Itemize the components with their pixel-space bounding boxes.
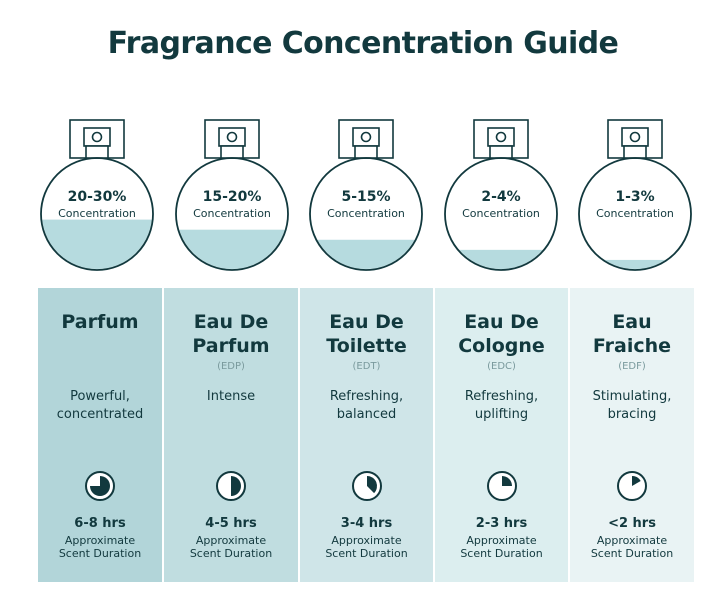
- scent-duration-label: Approximate Scent Duration: [58, 534, 142, 560]
- scent-duration-label: Approximate Scent Duration: [590, 534, 674, 560]
- type-name: Eau De Parfum: [192, 311, 270, 357]
- bottle-concentration-label: Concentration: [327, 207, 405, 220]
- type-description: Intense: [206, 389, 256, 404]
- bottle-cap-dot: [629, 131, 641, 143]
- clock-elapsed-wedge: [632, 476, 641, 486]
- scent-duration-hours: 4-5 hrs: [205, 516, 257, 531]
- bottle-concentration-label: Concentration: [193, 207, 271, 220]
- bottle-cap-dot: [495, 131, 507, 143]
- clock-elapsed-wedge: [366, 476, 377, 494]
- type-name: Eau De Cologne: [458, 311, 545, 357]
- scent-duration-hours: 6-8 hrs: [74, 516, 126, 531]
- bottle-concentration-label: Concentration: [462, 207, 540, 220]
- column-edt: Eau De Toilette (EDT) Refreshing, balanced…: [300, 288, 433, 582]
- scent-duration-hours: 2-3 hrs: [475, 516, 528, 531]
- bottle-edc: 2-4% Concentration: [441, 118, 561, 278]
- page-title: Fragrance Concentration Guide: [107, 26, 619, 61]
- bottle-percent: 20-30%: [67, 189, 127, 205]
- type-abbreviation: (EDF): [618, 361, 646, 372]
- bottle-cap-dot: [360, 131, 372, 143]
- scent-duration-label: Approximate Scent Duration: [189, 534, 273, 560]
- clock-pie-icon: [85, 471, 115, 501]
- clock-pie-icon: [486, 471, 517, 501]
- bottle-percent: 15-20%: [202, 189, 262, 205]
- bottles-row: 20-30% Concentration 15-20% Concentratio…: [0, 118, 726, 278]
- perfume-bottle-icon: [40, 119, 154, 271]
- concentration-table: Parfum Powerful, concentrated 6-8 hrs App…: [38, 288, 694, 582]
- bottle-edf: 1-3% Concentration: [575, 118, 695, 278]
- bottle-percent: 2-4%: [481, 189, 521, 205]
- scent-duration-label: Approximate Scent Duration: [325, 534, 408, 560]
- scent-duration-hours: <2 hrs: [608, 516, 656, 531]
- column-parfum: Parfum Powerful, concentrated 6-8 hrs App…: [38, 288, 162, 582]
- bottle-neck: [85, 145, 109, 159]
- scent-duration-hours: 3-4 hrs: [340, 516, 393, 531]
- bottle-liquid: [177, 229, 287, 269]
- perfume-bottle-icon: [309, 119, 423, 271]
- bottle-liquid: [580, 259, 690, 269]
- bottle-percent: 5-15%: [341, 189, 391, 205]
- clock-pie-icon: [351, 471, 382, 501]
- bottle-body: [175, 157, 289, 271]
- bottle-body: [578, 157, 692, 271]
- type-description: Powerful, concentrated: [56, 389, 144, 422]
- clock-pie-icon: [617, 471, 647, 501]
- perfume-bottle-icon: [175, 119, 289, 271]
- bottle-concentration-label: Concentration: [596, 207, 674, 220]
- perfume-bottle-icon: [444, 119, 558, 271]
- column-edf: Eau Fraiche (EDF) Stimulating, bracing <2 …: [570, 288, 694, 582]
- bottle-neck: [354, 145, 378, 159]
- type-description: Refreshing, uplifting: [464, 389, 539, 422]
- bottle-body: [444, 157, 558, 271]
- bottle-edt: 5-15% Concentration: [306, 118, 426, 278]
- bottle-neck: [489, 145, 513, 159]
- bottle-parfum: 20-30% Concentration: [37, 118, 157, 278]
- clock-pie-icon: [216, 471, 246, 501]
- type-abbreviation: (EDT): [352, 361, 381, 372]
- bottle-neck: [623, 145, 647, 159]
- bottle-neck: [220, 145, 244, 159]
- type-abbreviation: (EDC): [487, 361, 516, 372]
- bottle-body: [40, 157, 154, 271]
- type-name: Eau De Toilette: [326, 311, 407, 357]
- bottle-concentration-label: Concentration: [58, 207, 136, 220]
- column-edp: Eau De Parfum (EDP) Intense 4-5 hrs Appro…: [164, 288, 298, 582]
- column-edc: Eau De Cologne (EDC) Refreshing, uplifting…: [435, 288, 568, 582]
- type-abbreviation: (EDP): [217, 361, 245, 372]
- type-name: Parfum: [61, 311, 139, 333]
- bottle-body: [309, 157, 423, 271]
- type-description: Stimulating, bracing: [592, 389, 672, 422]
- bottle-cap-dot: [91, 131, 103, 143]
- bottle-cap-dot: [226, 131, 238, 143]
- clock-elapsed-wedge: [90, 476, 110, 496]
- clock-elapsed-wedge: [501, 476, 512, 486]
- type-name: Eau Fraiche: [592, 311, 672, 357]
- scent-duration-label: Approximate Scent Duration: [460, 534, 543, 560]
- bottle-edp: 15-20% Concentration: [172, 118, 292, 278]
- type-description: Refreshing, balanced: [329, 389, 404, 422]
- bottle-percent: 1-3%: [615, 189, 655, 205]
- bottle-liquid: [42, 219, 152, 269]
- clock-elapsed-wedge: [231, 476, 241, 496]
- perfume-bottle-icon: [578, 119, 692, 271]
